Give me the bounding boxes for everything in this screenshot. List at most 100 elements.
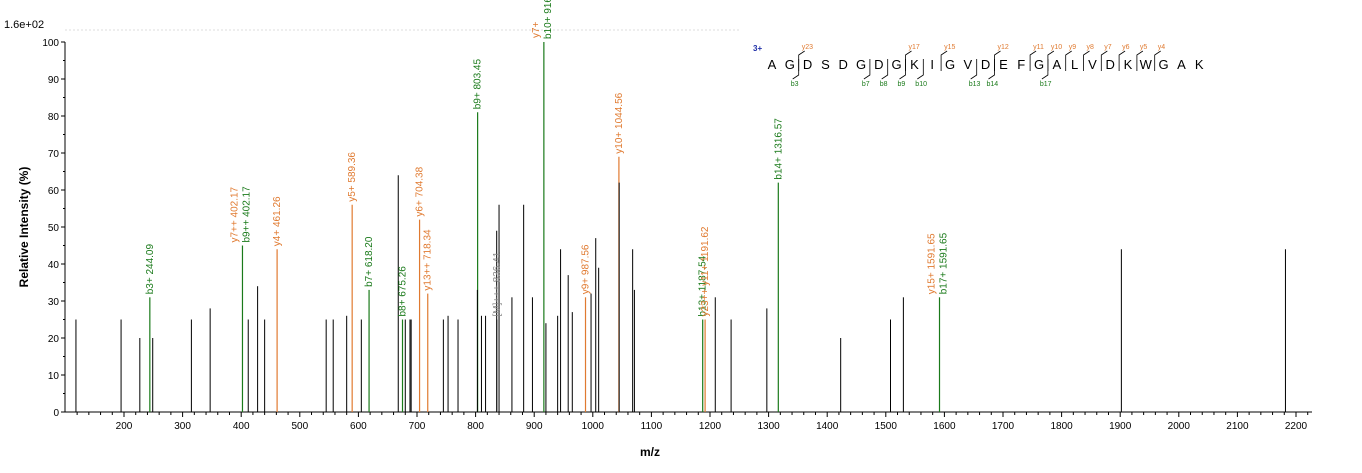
- sequence-residue: D: [803, 57, 812, 72]
- b-ion-bracket: [881, 59, 889, 80]
- x-tick-label: 1700: [992, 421, 1015, 432]
- b-ion-bracket: [970, 59, 978, 80]
- sequence-residue: V: [963, 57, 972, 72]
- sequence-residue: E: [999, 57, 1008, 72]
- b-ion-marker: b17: [1040, 81, 1052, 88]
- peaks: [75, 42, 1286, 412]
- y-tick-label: 90: [48, 75, 60, 86]
- y-ion-label: y7+: [531, 21, 542, 38]
- x-tick-label: 300: [174, 421, 191, 432]
- charge-state-label: 3+: [753, 44, 762, 53]
- sequence-residue: V: [1088, 57, 1097, 72]
- y-tick-label: 10: [48, 371, 60, 382]
- sequence-residue: D: [839, 57, 848, 72]
- b-ion-marker: b9: [898, 81, 906, 88]
- b-ion-bracket: [917, 59, 924, 80]
- y-ion-label: y5+ 589.36: [347, 152, 358, 202]
- y-ion-bracket: [1136, 50, 1144, 71]
- sequence-residue: D: [981, 57, 990, 72]
- x-tick-label: 600: [350, 421, 367, 432]
- y-tick-label: 0: [53, 408, 59, 419]
- x-tick-label: 200: [116, 421, 133, 432]
- y-ion-marker: y10: [1051, 44, 1062, 51]
- sequence-residue: K: [1195, 57, 1204, 72]
- b-ion-bracket: [988, 59, 995, 80]
- y-tick-label: 60: [48, 186, 60, 197]
- x-tick-label: 1900: [1109, 421, 1132, 432]
- b-ion-marker: b13: [969, 81, 981, 88]
- x-tick-label: 400: [233, 421, 250, 432]
- x-tick-label: 1100: [641, 421, 663, 432]
- y-ion-marker: y11: [1033, 44, 1044, 51]
- sequence-residue: W: [1140, 57, 1153, 72]
- y-ion-label: y15+ 1591.65: [927, 233, 938, 294]
- y-tick-label: 100: [42, 38, 59, 49]
- b-ion-marker: b10: [915, 81, 927, 88]
- sequence-residue: K: [1124, 57, 1133, 72]
- y-ion-marker: y5: [1140, 44, 1148, 51]
- y-ion-label: y6+ 704.38: [415, 166, 426, 216]
- y-ion-bracket: [1083, 50, 1090, 71]
- sequence-residue: D: [874, 57, 883, 72]
- sequence-residue: A: [1177, 57, 1186, 72]
- sequence-residue: S: [821, 57, 830, 72]
- x-tick-label: 1500: [875, 421, 898, 432]
- sequence-residue: G: [856, 57, 866, 72]
- x-tick-label: 2200: [1285, 421, 1308, 432]
- x-tick-label: 900: [526, 421, 543, 432]
- y-ion-bracket: [1065, 50, 1072, 71]
- y-ion-bracket: [1154, 50, 1161, 71]
- b-ion-label: b9+ 803.45: [473, 59, 484, 110]
- y-ion-marker: y12: [998, 44, 1009, 51]
- b-ion-label: b13+ 1187.54: [698, 255, 709, 316]
- sequence-residue: F: [1017, 57, 1025, 72]
- y-ion-marker: y17: [909, 44, 920, 51]
- y-ion-label: y7++ 402.17: [229, 186, 240, 242]
- y-tick-label: 80: [48, 112, 60, 123]
- b-ion-label: b10+ 916.5: [543, 0, 554, 39]
- b-ion-label: b14+ 1316.57: [773, 118, 784, 180]
- sequence-residue: L: [1071, 57, 1078, 72]
- sequence-residue: G: [1034, 57, 1044, 72]
- x-tick-label: 1300: [757, 421, 780, 432]
- y-ion-bracket: [1029, 50, 1037, 71]
- x-tick-label: 2000: [1168, 421, 1191, 432]
- y-ion-bracket: [1100, 50, 1108, 71]
- b-ion-bracket: [792, 59, 800, 80]
- y-ion-label: y10+ 1044.56: [614, 92, 625, 153]
- sequence-residue: K: [910, 57, 919, 72]
- x-tick-label: 1400: [816, 421, 839, 432]
- y-ion-bracket: [1118, 50, 1126, 71]
- y-ion-bracket: [940, 50, 948, 71]
- x-tick-label: 500: [291, 421, 308, 432]
- x-tick-label: 1800: [1050, 421, 1073, 432]
- y-ion-label: y13++ 718.34: [423, 229, 434, 291]
- b-ion-label: b3+ 244.09: [145, 244, 156, 295]
- y-ion-marker: y8: [1087, 44, 1095, 51]
- y-tick-label: 40: [48, 260, 60, 271]
- y-tick-label: 30: [48, 297, 60, 308]
- axes: 0 10 20 30 40 50 60 70 80 90 100 200 300 400 500 600 700…: [42, 38, 1312, 432]
- b-ion-bracket: [1041, 59, 1049, 80]
- x-tick-label: 1000: [582, 421, 605, 432]
- sequence-residue: I: [930, 57, 934, 72]
- b-ion-label: b8+ 675.26: [398, 266, 409, 317]
- x-tick-label: 700: [409, 421, 426, 432]
- sequence-residue: G: [892, 57, 902, 72]
- y-axis-title: Relative Intensity (%): [17, 167, 31, 288]
- y-ion-marker: y15: [944, 44, 955, 51]
- y-ion-marker: y7: [1104, 44, 1112, 51]
- x-axis-title: m/z: [640, 445, 660, 459]
- b-ion-bracket: [863, 59, 871, 80]
- sequence-residue: A: [1052, 57, 1061, 72]
- b-ion-bracket: [899, 59, 906, 80]
- x-tick-label: 2100: [1226, 421, 1249, 432]
- b-ion-marker: b7: [862, 81, 870, 88]
- b-ion-marker: b8: [880, 81, 888, 88]
- b-ion-marker: b14: [987, 81, 999, 88]
- y-ion-marker: y23: [802, 44, 813, 51]
- y-ion-marker: y4: [1158, 44, 1166, 51]
